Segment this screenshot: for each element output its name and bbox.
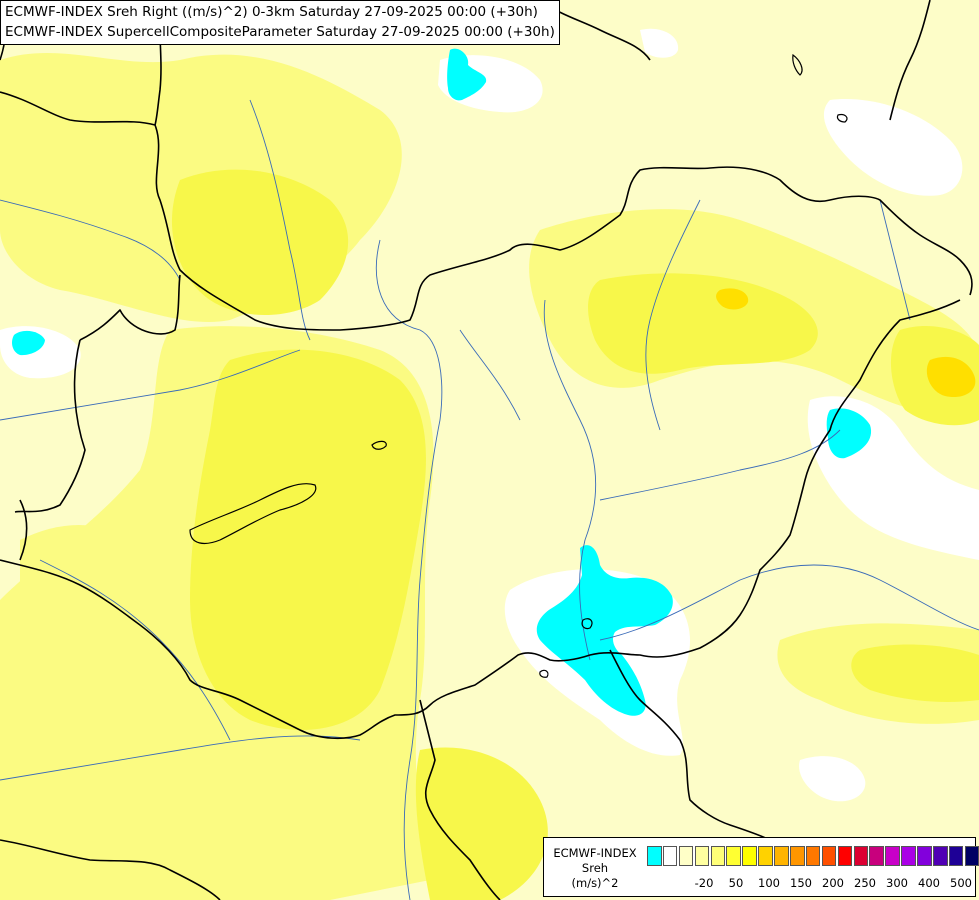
legend-unit: (m/s)^2 — [571, 876, 619, 890]
legend-brand: ECMWF-INDEX — [553, 846, 637, 860]
legend-swatch — [662, 846, 678, 866]
legend-swatch — [948, 846, 964, 866]
legend-swatch — [821, 846, 837, 866]
legend-swatch — [901, 846, 916, 866]
legend-tick-label: -20 — [694, 876, 714, 890]
legend-swatch — [917, 846, 932, 866]
legend-label: ECMWF-INDEX Sreh (m/s)^2 — [549, 846, 641, 891]
legend-swatch — [710, 846, 726, 866]
legend-tick-label: 300 — [886, 876, 908, 890]
legend-tick-label: 50 — [728, 876, 744, 890]
legend-swatch — [694, 846, 710, 866]
legend-swatches — [647, 846, 979, 866]
sreh-field-negative — [12, 48, 872, 716]
color-legend: ECMWF-INDEX Sreh (m/s)^2 -20 50 100 150 200 2… — [543, 837, 979, 897]
legend-tick-label: 200 — [822, 876, 844, 890]
legend-swatch — [742, 846, 757, 866]
legend-swatch — [853, 846, 869, 866]
sreh-field-150-200 — [716, 288, 976, 398]
legend-tick-label: 500 — [950, 876, 972, 890]
legend-swatch — [678, 846, 694, 866]
title-supercell: ECMWF-INDEX SupercellCompositeParameter … — [5, 24, 555, 40]
legend-tick-label: 250 — [854, 876, 876, 890]
legend-swatch — [647, 846, 662, 866]
legend-swatch — [726, 846, 741, 866]
sreh-field-100-150 — [171, 169, 979, 900]
legend-ticks: -2050100150200250300400500700 — [644, 876, 974, 892]
title-sreh: ECMWF-INDEX Sreh Right ((m/s)^2) 0-3km S… — [5, 4, 538, 20]
legend-swatch — [869, 846, 884, 866]
legend-swatch — [774, 846, 789, 866]
legend-swatch — [837, 846, 853, 866]
legend-tick-label: 100 — [758, 876, 780, 890]
lakes — [189, 53, 848, 678]
legend-variable: Sreh — [581, 861, 609, 875]
legend-swatch — [758, 846, 773, 866]
legend-swatch — [964, 846, 979, 866]
legend-tick-label: 400 — [918, 876, 940, 890]
map-title-box: ECMWF-INDEX Sreh Right ((m/s)^2) 0-3km S… — [0, 0, 560, 45]
rivers — [0, 99, 979, 900]
legend-swatch — [790, 846, 805, 866]
legend-tick-label: 150 — [790, 876, 812, 890]
legend-swatch — [885, 846, 900, 866]
legend-swatch — [805, 846, 821, 866]
legend-swatch — [933, 846, 948, 866]
